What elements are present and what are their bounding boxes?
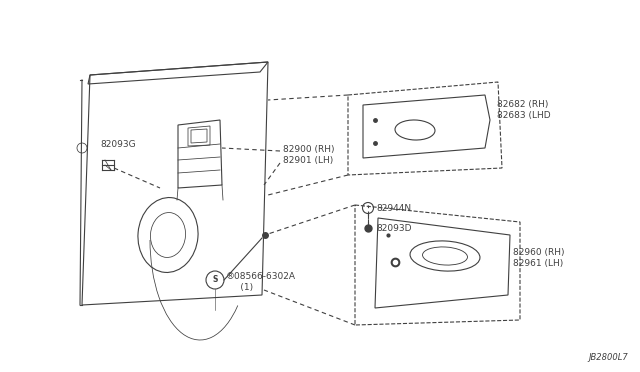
Text: 82960 (RH)
82961 (LH): 82960 (RH) 82961 (LH) [513, 248, 564, 269]
Text: 82093G: 82093G [100, 140, 136, 149]
Text: 82944N: 82944N [376, 203, 411, 212]
Text: 82682 (RH)
82683 (LHD: 82682 (RH) 82683 (LHD [497, 100, 550, 121]
Text: JB2800L7: JB2800L7 [588, 353, 628, 362]
Text: 82900 (RH)
82901 (LH): 82900 (RH) 82901 (LH) [283, 145, 335, 166]
Text: ®08566-6302A
     (1): ®08566-6302A (1) [226, 272, 296, 292]
Text: 82093D: 82093D [376, 224, 412, 232]
Text: S: S [212, 276, 218, 285]
